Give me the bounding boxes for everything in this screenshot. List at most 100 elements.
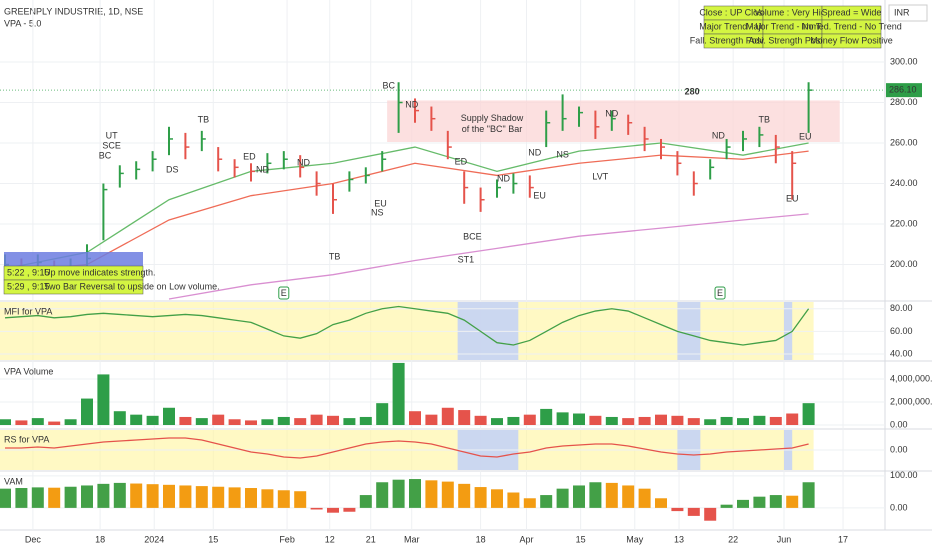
vam-bar (655, 498, 667, 508)
vam-bar (228, 487, 241, 508)
signal-label: EU (799, 131, 812, 141)
volume-bar (786, 413, 799, 426)
info-text: Major Trend - UP (699, 21, 768, 31)
vam-bar (589, 482, 602, 508)
volume-bar (605, 416, 618, 426)
volume-bar (409, 411, 421, 426)
volume-bar (179, 416, 192, 426)
vam-bar (458, 483, 471, 508)
y-tick-label: 0.00 (890, 444, 908, 454)
vam-bar (556, 488, 569, 508)
volume-bar (556, 412, 569, 426)
y-tick-label: 4,000,000.00 (890, 373, 932, 383)
x-tick-label: Mar (404, 534, 420, 544)
volume-bar (359, 416, 372, 426)
volume-bar (113, 411, 126, 426)
volume-bar (737, 418, 749, 426)
event-label: E (717, 288, 723, 298)
x-tick-label: 21 (366, 534, 376, 544)
currency-box[interactable] (888, 4, 928, 22)
signal-label: EU (786, 193, 799, 203)
volume-bar (294, 418, 307, 426)
panel-title: RS for VPA (4, 434, 49, 444)
volume-bar (195, 418, 208, 426)
signal-label: ND (405, 99, 418, 109)
volume-bar (228, 419, 241, 426)
volume-bar (392, 362, 405, 426)
volume-bar (343, 418, 356, 426)
vam-bar (81, 485, 93, 508)
vam-bar (425, 480, 438, 508)
volume-bar (704, 419, 717, 426)
currency: INR (894, 7, 910, 17)
x-tick-label: 2024 (144, 534, 164, 544)
vam-bar (474, 487, 487, 508)
volume-bar (441, 407, 454, 426)
vam-bar (409, 479, 421, 508)
vam-bar (687, 507, 700, 516)
y-tick-label: 220.00 (890, 218, 918, 228)
level-label: 280 (685, 86, 700, 96)
rs-line (5, 437, 809, 459)
volume-bar (376, 403, 389, 426)
vam-bar (573, 485, 585, 508)
y-tick-label: 300.00 (890, 56, 918, 66)
volume-bar (64, 419, 77, 426)
signal-label: SCE (102, 140, 121, 150)
vam-bar (704, 507, 717, 521)
signal-label: ED (455, 156, 468, 166)
vam-bar (179, 485, 192, 508)
volume-bar (425, 414, 438, 426)
y-tick-label: 2,000,000.00 (890, 396, 932, 406)
vam-bar (15, 488, 28, 508)
signal-label: NS (371, 207, 384, 217)
signal-text: Up move indicates strength. (44, 267, 156, 277)
vam-bar (359, 495, 372, 508)
volume-bar (474, 415, 487, 426)
moving-average (4, 142, 809, 270)
signal-label: ND (256, 164, 269, 174)
signal-label: BCE (463, 231, 482, 241)
volume-bar (769, 416, 782, 426)
vam-bar (376, 482, 389, 508)
signal-label: TB (329, 251, 341, 261)
y-tick-label: 0.00 (890, 502, 908, 512)
volume-bar (655, 414, 667, 426)
signal-label: EU (533, 190, 546, 200)
volume-bar (491, 418, 503, 426)
signal-time: 5:29 , 9:15 (7, 281, 50, 291)
vam-bar (64, 486, 77, 508)
signal-label: BC (99, 150, 112, 160)
volume-bar (507, 416, 520, 426)
vam-bar (802, 482, 815, 508)
signal-label: DS (166, 164, 179, 174)
signal-label: ND (712, 130, 725, 140)
y-tick-label: 60.00 (890, 326, 913, 336)
event-label: E (281, 288, 287, 298)
info-text: Close : UP Close (699, 7, 767, 17)
x-tick-label: 17 (838, 534, 848, 544)
vam-bar (720, 504, 733, 508)
y-tick-label: 40.00 (890, 348, 913, 358)
volume-bar (753, 415, 766, 426)
signal-label: BC (383, 80, 396, 90)
signal-label: ND (605, 108, 618, 118)
x-tick-label: 18 (95, 534, 105, 544)
panel-title: VAM (4, 476, 23, 486)
volume-bar (0, 419, 11, 426)
event-icon (278, 286, 290, 300)
x-tick-label: 15 (208, 534, 218, 544)
vam-bar (523, 498, 536, 508)
info-text: Immed. Trend - No Trend (801, 21, 902, 31)
vam-bar (0, 488, 11, 508)
last-price-box (886, 83, 922, 98)
volume-bar (212, 414, 225, 426)
signal-label: ST1 (458, 254, 475, 264)
chart-title: GREENPLY INDUSTRIE, 1D, NSE (4, 6, 143, 16)
vam-bar (638, 488, 651, 508)
volume-bar (97, 374, 110, 426)
supply-zone-label: of the "BC" Bar (462, 124, 522, 134)
vam-bar (212, 486, 225, 508)
signal-label: TB (198, 114, 210, 124)
